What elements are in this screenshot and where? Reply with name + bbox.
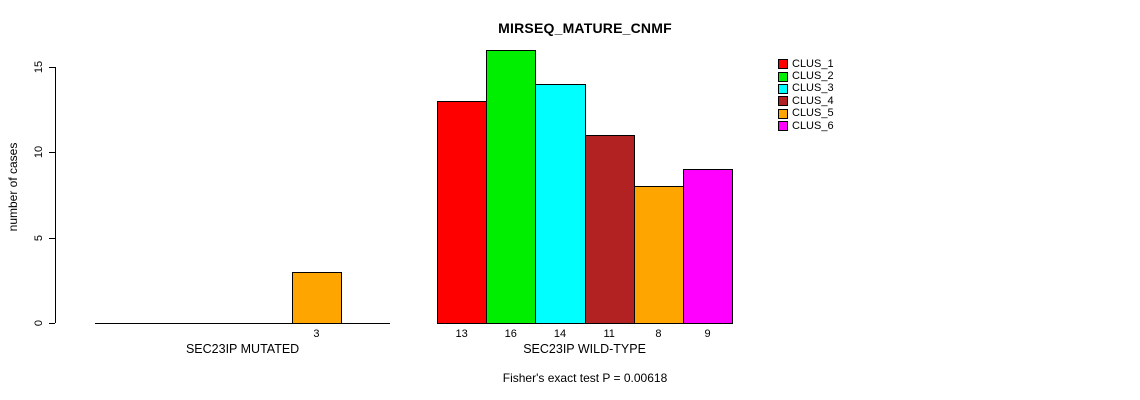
legend-label-clus_3: CLUS_3 <box>792 82 834 95</box>
bar-value-label-clus_6: 9 <box>704 328 711 340</box>
y-axis-line <box>55 67 56 323</box>
bar-value-label-clus_3: 14 <box>553 328 567 340</box>
legend-swatch-clus_2 <box>778 71 788 82</box>
bar-sec23ip-wild-type-clus_5 <box>633 186 684 324</box>
y-axis-tick-label: 5 <box>33 234 45 241</box>
bar-value-label-clus_4: 11 <box>603 328 615 340</box>
legend-row-clus_4: CLUS_4 <box>778 95 834 107</box>
legend-label-clus_2: CLUS_2 <box>792 70 834 83</box>
group-label-sec23ip-wild-type: SEC23IP WILD-TYPE <box>523 342 646 356</box>
group-label-sec23ip-mutated: SEC23IP MUTATED <box>185 342 300 356</box>
bar-sec23ip-mutated-clus_5 <box>291 271 342 324</box>
chart-legend: CLUS_1 CLUS_2 CLUS_3 CLUS_4 CLUS_5 CLUS_6 <box>778 58 834 132</box>
legend-row-clus_2: CLUS_2 <box>778 70 834 82</box>
bar-sec23ip-wild-type-clus_2 <box>486 49 537 324</box>
bar-sec23ip-wild-type-clus_6 <box>683 169 734 324</box>
legend-swatch-clus_5 <box>778 108 788 119</box>
y-axis-tick <box>49 67 55 68</box>
fisher-test-annotation: Fisher's exact test P = 0.00618 <box>502 371 668 385</box>
legend-swatch-clus_6 <box>778 121 788 132</box>
bar-sec23ip-wild-type-clus_3 <box>535 84 586 324</box>
bar-value-label-clus_5: 8 <box>655 328 662 340</box>
legend-row-clus_5: CLUS_5 <box>778 108 834 120</box>
legend-label-clus_1: CLUS_1 <box>792 57 834 70</box>
y-axis-tick <box>49 323 55 324</box>
y-axis-tick-label: 0 <box>33 319 45 327</box>
y-axis-tick <box>49 152 55 154</box>
legend-label-clus_5: CLUS_5 <box>792 107 834 120</box>
bar-sec23ip-wild-type-clus_4 <box>584 135 635 324</box>
y-axis-tick-label: 10 <box>33 146 45 159</box>
chart-title: MIRSEQ_MATURE_CNMF <box>498 20 672 36</box>
y-axis-tick <box>49 237 55 239</box>
bar-value-label-clus_5: 3 <box>313 328 320 340</box>
legend-label-clus_4: CLUS_4 <box>792 94 834 107</box>
legend-row-clus_6: CLUS_6 <box>778 120 834 132</box>
y-axis-tick-label: 15 <box>33 60 45 74</box>
legend-row-clus_3: CLUS_3 <box>778 83 834 95</box>
legend-swatch-clus_1 <box>778 59 788 70</box>
legend-swatch-clus_3 <box>778 83 788 94</box>
bar-sec23ip-wild-type-clus_1 <box>437 101 488 324</box>
bar-value-label-clus_2: 16 <box>504 328 517 340</box>
x-axis-baseline-sec23ip-mutated <box>95 323 391 324</box>
legend-row-clus_1: CLUS_1 <box>778 58 834 70</box>
legend-swatch-clus_4 <box>778 96 788 107</box>
bar-value-label-clus_1: 13 <box>455 328 468 340</box>
legend-label-clus_6: CLUS_6 <box>792 119 834 132</box>
